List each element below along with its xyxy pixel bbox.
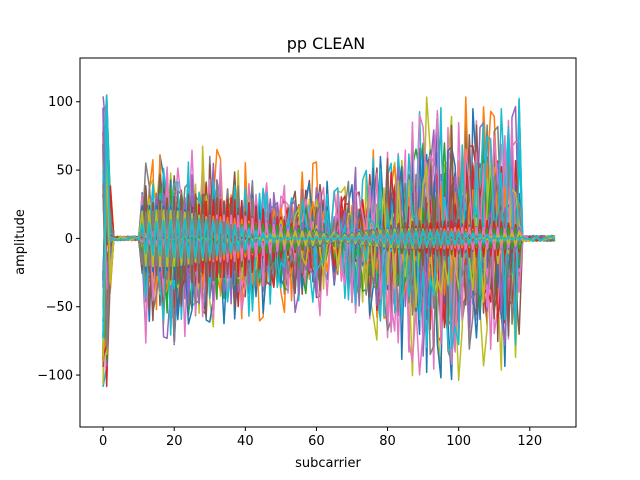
series-line: [102, 116, 556, 339]
x-tick-label: 80: [379, 434, 396, 449]
y-tick-label: 0: [65, 232, 73, 247]
x-axis: 0 20 40 60 80 100 120: [99, 427, 542, 449]
y-axis-title: amplitude: [13, 209, 28, 275]
y-axis: −100 −50 0 50 100: [37, 95, 80, 384]
x-tick-label: 0: [99, 434, 107, 449]
x-tick-label: 100: [446, 434, 471, 449]
y-tick-label: 100: [48, 95, 73, 110]
x-axis-title: subcarrier: [295, 456, 361, 471]
x-tick-label: 40: [237, 434, 254, 449]
y-tick-label: −50: [46, 300, 73, 315]
x-tick-label: 60: [308, 434, 325, 449]
plot-area: [79, 57, 577, 428]
series-layer: [102, 94, 556, 388]
series-line: [102, 110, 556, 350]
x-tick-label: 120: [517, 434, 542, 449]
chart-title: pp CLEAN: [287, 34, 366, 53]
y-tick-label: 50: [56, 164, 73, 179]
plot-frame: [79, 57, 577, 428]
x-tick-label: 20: [166, 434, 183, 449]
y-tick-label: −100: [37, 369, 73, 384]
